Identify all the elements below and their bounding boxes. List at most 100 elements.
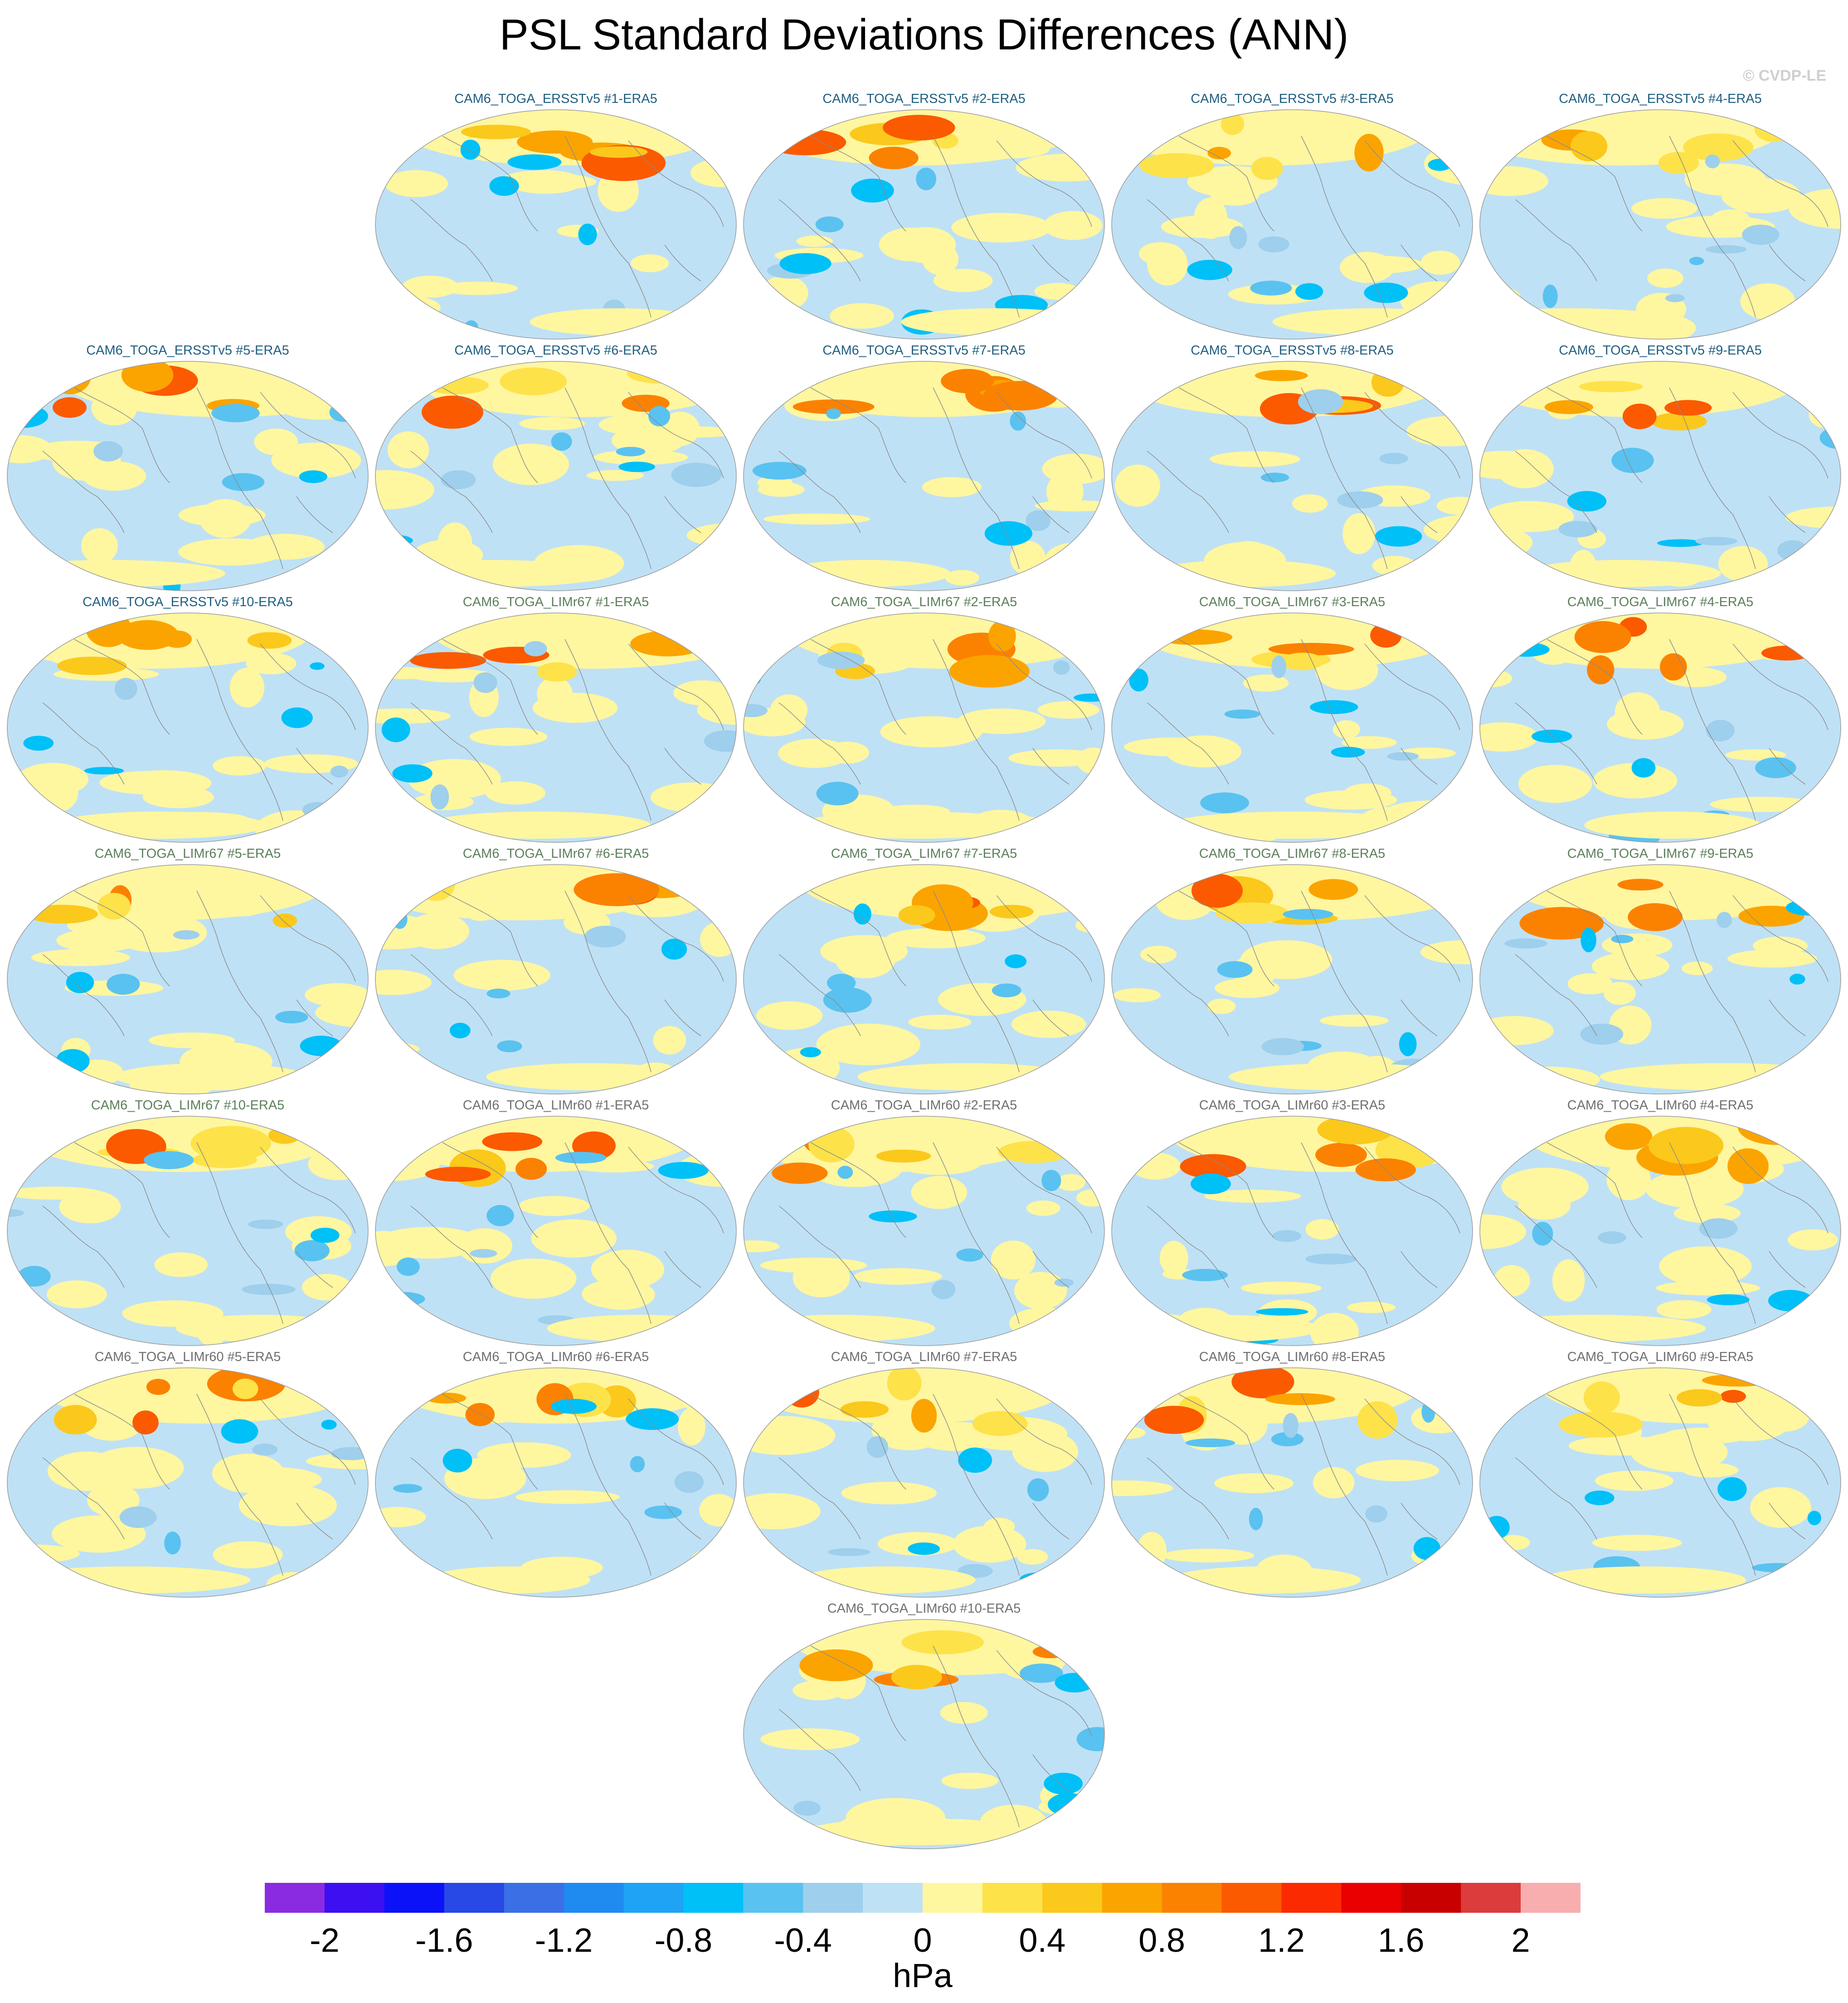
panel-title: CAM6_TOGA_LIMr67 #8-ERA5	[1199, 846, 1386, 861]
field-contour	[1372, 555, 1417, 576]
field-contour	[992, 983, 1021, 997]
field-contour	[891, 1665, 942, 1690]
field-contour	[1387, 752, 1419, 761]
field-contour	[779, 253, 832, 274]
coastline	[1147, 1394, 1460, 1576]
colorbar-swatch	[863, 1883, 923, 1913]
field-contour	[945, 570, 980, 586]
field-contour	[644, 1505, 682, 1519]
field-contour	[457, 1228, 512, 1264]
panel-title: CAM6_TOGA_ERSSTv5 #9-ERA5	[1559, 343, 1762, 358]
field-contour	[1229, 226, 1247, 249]
field-contour	[1075, 918, 1104, 933]
field-contour	[1532, 1222, 1553, 1246]
field-contour	[883, 115, 955, 141]
field-contour	[1011, 1011, 1086, 1038]
field-contour	[578, 224, 597, 245]
field-contour	[486, 1063, 691, 1090]
map-border	[1479, 361, 1841, 591]
field-contour	[477, 1442, 571, 1468]
map-panel: CAM6_TOGA_ERSSTv5 #4-ERA5	[1479, 91, 1842, 342]
field-contour	[1752, 1563, 1804, 1573]
field-contour	[1611, 934, 1634, 943]
map-globe	[1479, 109, 1841, 340]
panel-title: CAM6_TOGA_LIMr60 #7-ERA5	[831, 1350, 1017, 1364]
panel-title: CAM6_TOGA_LIMr60 #10-ERA5	[827, 1601, 1021, 1616]
field-contour	[796, 812, 1036, 839]
field-contour	[901, 308, 1092, 335]
field-contour	[1210, 451, 1300, 467]
map-panel: CAM6_TOGA_LIMr60 #9-ERA5	[1479, 1349, 1842, 1600]
field-contour	[1342, 736, 1397, 749]
field-contour	[1147, 243, 1188, 286]
field-contour	[516, 130, 593, 154]
field-contour	[117, 620, 179, 650]
map-panel: CAM6_TOGA_ERSSTv5 #9-ERA5	[1479, 342, 1842, 594]
field-contour	[1665, 294, 1685, 302]
field-contour	[1581, 928, 1596, 953]
coastline	[410, 387, 724, 569]
map-panel: CAM6_TOGA_LIMr67 #5-ERA5	[6, 846, 369, 1097]
field-contour	[1140, 945, 1177, 963]
panel-title: CAM6_TOGA_ERSSTv5 #5-ERA5	[86, 343, 289, 358]
field-contour	[626, 1408, 679, 1430]
map-globe	[743, 109, 1105, 340]
map-border	[7, 613, 369, 843]
colorbar-tick-label: 0.8	[1138, 1921, 1186, 1959]
field-contour	[895, 227, 956, 263]
field-contour	[1315, 1142, 1367, 1167]
field-contour	[853, 903, 871, 925]
colorbar	[265, 1883, 1581, 1913]
field-contour	[1707, 1294, 1750, 1305]
field-contour	[1702, 1374, 1773, 1387]
field-contour	[1768, 1290, 1813, 1312]
field-contour	[648, 406, 671, 427]
field-contour	[1705, 154, 1720, 169]
field-contour	[1041, 1170, 1061, 1191]
field-contour	[222, 473, 265, 491]
colorbar-swatch	[1401, 1883, 1461, 1913]
map-border	[375, 864, 737, 1094]
field-contour	[674, 1471, 704, 1493]
map-globe	[1111, 361, 1473, 591]
coastline	[1147, 136, 1460, 318]
field-contour	[1215, 978, 1280, 998]
map-panel: CAM6_TOGA_LIMr67 #6-ERA5	[374, 846, 737, 1097]
field-contour	[1420, 940, 1473, 964]
field-contour	[116, 770, 212, 797]
colorbar-swatch	[324, 1883, 385, 1913]
field-contour	[1044, 1773, 1083, 1795]
field-contour	[248, 1219, 283, 1229]
map-border	[375, 1116, 737, 1346]
field-contour	[887, 1368, 922, 1401]
field-contour	[1169, 1566, 1361, 1594]
map-border	[743, 1116, 1105, 1346]
field-contour	[702, 1150, 736, 1170]
panel-title: CAM6_TOGA_LIMr60 #3-ERA5	[1199, 1098, 1386, 1113]
coastline	[778, 136, 1092, 318]
field-contour	[1165, 735, 1241, 768]
field-contour	[796, 235, 833, 247]
field-contour	[305, 983, 368, 1007]
field-contour	[281, 707, 313, 728]
map-border	[1479, 864, 1841, 1094]
colorbar-swatch	[1281, 1883, 1342, 1913]
field-contour	[1584, 812, 1761, 839]
map-globe	[1479, 864, 1841, 1094]
field-contour	[1717, 912, 1732, 929]
field-contour	[1214, 1473, 1294, 1493]
field-contour	[7, 435, 52, 463]
field-contour	[1683, 133, 1754, 161]
colorbar-swatch	[982, 1883, 1043, 1913]
field-contour	[800, 1047, 821, 1058]
field-contour	[310, 1227, 340, 1243]
map-globe	[1111, 1116, 1473, 1346]
coastline	[1147, 1142, 1460, 1324]
field-contour	[1113, 915, 1132, 926]
field-contour	[1017, 1549, 1048, 1565]
map-border	[375, 613, 737, 843]
field-contour	[1009, 1307, 1080, 1339]
map-globe	[375, 864, 737, 1094]
field-contour	[1129, 668, 1148, 692]
map-panel: CAM6_TOGA_LIMr60 #7-ERA5	[743, 1349, 1105, 1600]
